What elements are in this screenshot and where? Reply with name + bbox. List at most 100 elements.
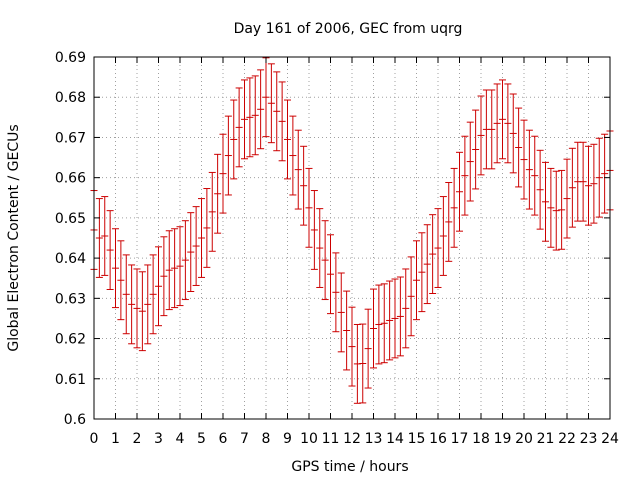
error-bar — [590, 143, 598, 224]
error-bar — [386, 280, 394, 361]
error-bar — [380, 283, 388, 364]
error-bar — [423, 224, 431, 305]
error-bar — [542, 161, 549, 242]
x-tick-label: 23 — [580, 431, 598, 447]
error-bar — [321, 220, 329, 301]
error-bar — [128, 264, 136, 345]
error-bar — [391, 278, 399, 359]
error-bar — [499, 79, 506, 160]
tick-marks — [93, 56, 611, 420]
x-tick-label: 17 — [451, 431, 469, 447]
error-bar — [595, 137, 603, 218]
x-tick-label: 21 — [537, 431, 555, 447]
x-tick-label: 15 — [408, 431, 426, 447]
error-bar — [219, 133, 227, 214]
error-bar — [536, 149, 544, 230]
error-bar — [144, 264, 152, 345]
error-bar — [122, 254, 130, 335]
error-bar — [214, 153, 222, 234]
error-bar — [176, 226, 184, 307]
x-tick-label: 20 — [515, 431, 533, 447]
error-bar — [241, 79, 248, 160]
x-tick-label: 10 — [300, 431, 318, 447]
error-bar — [525, 129, 533, 210]
y-tick-label: 0.65 — [55, 211, 86, 227]
x-tick-label: 16 — [429, 431, 447, 447]
error-bar — [203, 188, 211, 268]
y-tick-label: 0.68 — [55, 90, 86, 106]
x-tick-label: 11 — [322, 431, 340, 447]
error-bar — [515, 107, 523, 188]
error-bar — [429, 214, 437, 295]
x-tick-label: 4 — [176, 431, 185, 447]
error-bar — [450, 167, 458, 248]
error-bar — [547, 167, 555, 248]
x-tick-labels: 0 1 2 3 4 5 6 7 8 9 10 11 12 13 14 15 16 17 18 19 20 21 22 23 24 — [90, 431, 619, 447]
error-bar — [413, 240, 420, 321]
error-bar — [337, 272, 345, 353]
error-bar — [235, 87, 243, 168]
y-tick-label: 0.6 — [64, 412, 86, 428]
error-bar — [284, 99, 291, 180]
x-tick-label: 5 — [197, 431, 206, 447]
y-tick-label: 0.63 — [55, 291, 86, 307]
x-tick-label: 0 — [90, 431, 99, 447]
error-bar — [493, 83, 501, 164]
error-bar — [155, 246, 162, 327]
error-bar — [165, 230, 173, 311]
error-bar — [348, 306, 356, 387]
error-bar — [160, 236, 168, 317]
x-tick-label: 14 — [386, 431, 404, 447]
error-bar — [192, 206, 200, 286]
x-tick-label: 13 — [365, 431, 383, 447]
error-bar — [181, 220, 189, 301]
error-bar — [601, 133, 609, 214]
error-bar — [327, 234, 334, 315]
error-bar — [305, 167, 313, 248]
error-bar — [257, 69, 265, 150]
error-bar — [370, 288, 377, 369]
error-bar — [402, 268, 410, 349]
x-tick-label: 2 — [133, 431, 142, 447]
chart-title: Day 161 of 2006, GEC from uqrg — [234, 21, 463, 37]
error-bar — [332, 252, 340, 333]
x-tick-label: 7 — [240, 431, 249, 447]
error-bar — [504, 83, 512, 164]
x-tick-label: 1 — [111, 431, 120, 447]
error-bar — [112, 228, 119, 309]
x-tick-label: 8 — [262, 431, 271, 447]
y-tick-label: 0.62 — [55, 332, 86, 348]
error-bar — [364, 308, 372, 389]
error-bar — [230, 99, 238, 180]
error-bar — [316, 208, 324, 288]
x-tick-label: 24 — [601, 431, 619, 447]
error-bar — [246, 77, 254, 158]
x-tick-label: 19 — [494, 431, 512, 447]
y-tick-label: 0.66 — [55, 171, 86, 187]
y-tick-labels: 0.6 0.61 0.62 0.63 0.64 0.65 0.66 0.67 0.68 0.69 — [55, 50, 86, 428]
x-tick-label: 18 — [472, 431, 490, 447]
x-axis-label: GPS time / hours — [291, 459, 408, 475]
error-bar — [472, 109, 480, 190]
error-bar — [509, 93, 517, 174]
error-bar — [434, 208, 442, 288]
y-tick-label: 0.64 — [55, 251, 86, 267]
x-tick-label: 3 — [154, 431, 163, 447]
error-bar — [251, 75, 259, 156]
error-bar — [198, 198, 205, 278]
error-bar — [375, 284, 383, 365]
error-bar — [289, 115, 297, 196]
error-bar — [456, 151, 463, 232]
error-bar — [171, 228, 179, 309]
error-bar — [294, 129, 302, 210]
error-bar — [563, 158, 571, 239]
error-bar — [558, 169, 566, 250]
error-bar — [273, 71, 281, 152]
y-tick-label: 0.69 — [55, 50, 86, 66]
error-bar — [208, 171, 216, 252]
error-bar — [149, 254, 157, 335]
y-axis-label: Global Electron Content / GECUs — [6, 124, 22, 351]
error-bar — [278, 81, 286, 162]
error-bar — [117, 240, 125, 321]
